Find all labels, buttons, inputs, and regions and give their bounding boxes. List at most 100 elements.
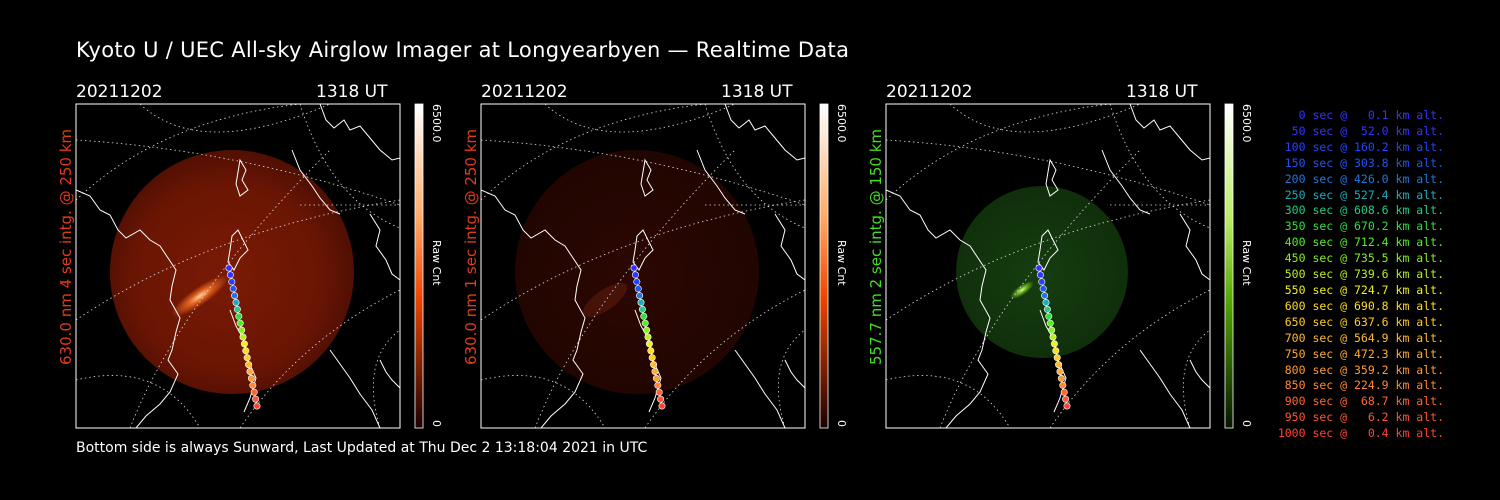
trajectory-point [644, 333, 652, 341]
trajectory-point [1045, 312, 1053, 320]
trajectory-point [226, 271, 234, 279]
coastline [1189, 359, 1210, 389]
trajectory-point [1063, 402, 1071, 410]
grid-line [534, 149, 736, 428]
trajectory-legend: 0 sec @ 0.1 km alt. 50 sec @ 52.0 km alt… [1262, 108, 1444, 442]
grid-line [481, 199, 805, 321]
grid-line [372, 329, 400, 428]
panel-2-colorbar-max: 6500.0 [835, 104, 848, 143]
trajectory-point [229, 285, 237, 293]
legend-entry: 550 sec @ 724.7 km alt. [1284, 282, 1444, 297]
trajectory-point [640, 312, 648, 320]
coastline [379, 359, 400, 389]
legend-entry: 800 sec @ 359.2 km alt. [1284, 362, 1444, 377]
trajectory-point [1049, 333, 1057, 341]
panel-3-colorbar [1224, 103, 1234, 429]
trajectory-point [651, 367, 659, 375]
coastline [1045, 158, 1059, 197]
panel-1-date: 20211202 [76, 82, 163, 102]
trajectory-point [1038, 278, 1046, 286]
trajectory-point [225, 264, 233, 272]
grid-line [76, 104, 301, 201]
grid-line [886, 375, 1011, 428]
trajectory-point [247, 374, 255, 382]
trajectory-point [638, 305, 646, 313]
legend-entry: 0 sec @ 0.1 km alt. [1284, 108, 1444, 122]
trajectory-point [652, 374, 660, 382]
grid-line [704, 104, 805, 229]
trajectory-point [633, 278, 641, 286]
panel-3-aurora-arc [1010, 280, 1034, 300]
panel-3-map [886, 104, 1210, 428]
legend-entry: 200 sec @ 426.0 km alt. [1284, 171, 1444, 186]
legend-entry: 1000 sec @ 0.4 km alt. [1277, 426, 1444, 441]
grid-line [481, 104, 706, 201]
trajectory-point [647, 347, 655, 355]
coastline [734, 349, 786, 428]
legend-entry: 750 sec @ 472.3 km alt. [1284, 346, 1444, 361]
panel-3-date: 20211202 [886, 82, 973, 102]
grid-line [481, 375, 606, 428]
coastline [291, 149, 341, 215]
legend-entry: 500 sec @ 739.6 km alt. [1284, 267, 1444, 282]
coastline [329, 349, 381, 428]
trajectory-point [253, 402, 261, 410]
panel-1-colorbar-unit: Raw Cnt [430, 240, 443, 286]
trajectory-point [645, 340, 653, 348]
grid-line [777, 329, 805, 428]
legend-entry: 400 sec @ 712.4 km alt. [1284, 235, 1444, 250]
coastline [1139, 349, 1191, 428]
trajectory-point [1042, 298, 1050, 306]
trajectory-point [641, 319, 649, 327]
trajectory-point [1043, 305, 1051, 313]
trajectory-point [1041, 292, 1049, 300]
trajectory-point [249, 381, 257, 389]
trajectory-point [1048, 326, 1056, 334]
legend-entry: 950 sec @ 6.2 km alt. [1284, 410, 1444, 425]
trajectory-point [631, 271, 639, 279]
panel-2-frame [480, 103, 806, 429]
coastline [227, 229, 249, 271]
grid-line [129, 149, 331, 428]
legend-entry: 100 sec @ 160.2 km alt. [1284, 139, 1444, 154]
trajectory-point [650, 361, 658, 369]
legend-entry: 650 sec @ 637.6 km alt. [1284, 314, 1444, 329]
trajectory-point [1050, 340, 1058, 348]
legend-entry: 600 sec @ 690.8 km alt. [1284, 298, 1444, 313]
panel-2-time: 1318 UT [721, 82, 793, 102]
trajectory-point [240, 340, 248, 348]
panel-1-colorbar-min: 0 [430, 420, 443, 427]
trajectory-point [250, 388, 258, 396]
coastline [774, 213, 805, 281]
panel-3-overlay [886, 104, 1210, 428]
trajectory-point [1057, 374, 1065, 382]
trajectory-point [232, 298, 240, 306]
coastline [235, 158, 249, 197]
trajectory-point [245, 361, 253, 369]
coastline [784, 359, 805, 389]
trajectory-point [643, 326, 651, 334]
trajectory-point [231, 292, 239, 300]
trajectory-point [658, 402, 666, 410]
trajectory-point [233, 305, 241, 313]
coastline [76, 189, 181, 428]
panel-2-colorbar [819, 103, 829, 429]
panel-3-time: 1318 UT [1126, 82, 1198, 102]
coastline [319, 104, 400, 161]
trajectory-point [636, 292, 644, 300]
panel-2-date: 20211202 [481, 82, 568, 102]
trajectory-point [246, 367, 254, 375]
trajectory-point [235, 312, 243, 320]
grid-line [886, 199, 1210, 321]
trajectory-point [243, 354, 251, 362]
trajectory-point [1036, 271, 1044, 279]
grid-line [299, 104, 400, 229]
trajectory-point [1062, 395, 1070, 403]
coastline [632, 229, 654, 271]
trajectory-point [634, 285, 642, 293]
trajectory-point [239, 333, 247, 341]
trajectory-point [630, 264, 638, 272]
panel-1-frame [75, 103, 401, 429]
trajectory-point [1053, 354, 1061, 362]
legend-entry: 50 sec @ 52.0 km alt. [1284, 123, 1444, 138]
